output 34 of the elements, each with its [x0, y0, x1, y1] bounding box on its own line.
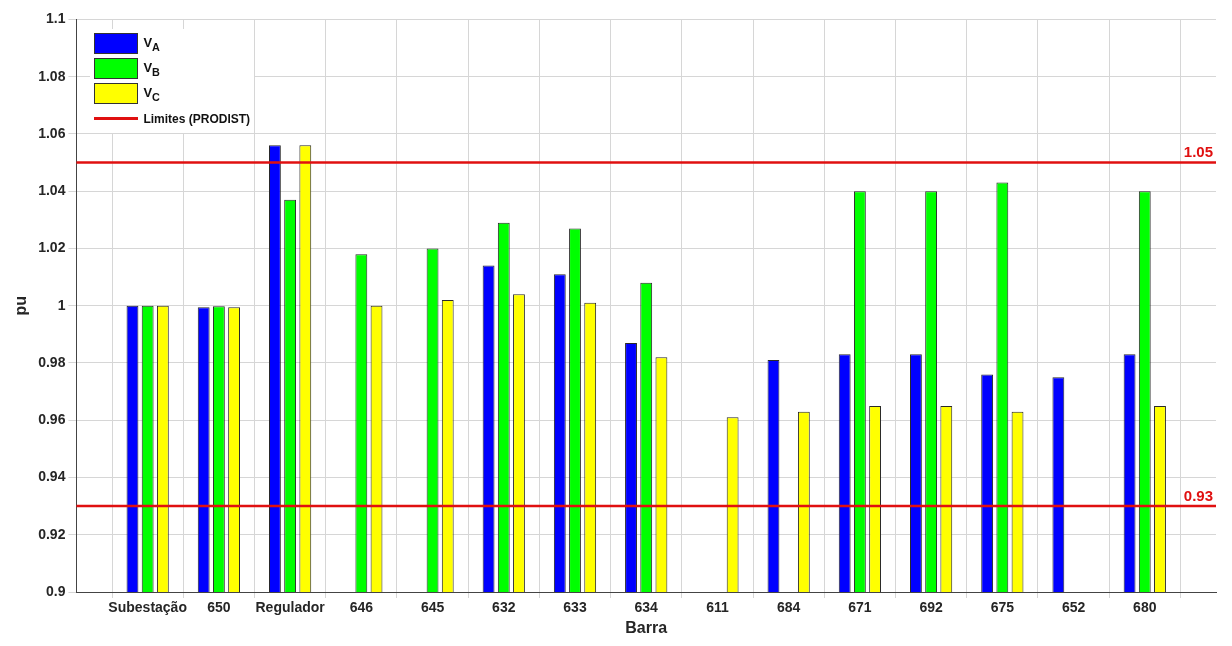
- y-tick-label: 0.9: [45, 582, 66, 599]
- x-tick-label: 632: [492, 599, 516, 616]
- x-tick-label: 645: [420, 599, 445, 616]
- ref-line-label: 1.05: [1183, 143, 1213, 161]
- y-tick-label: 1.04: [38, 182, 66, 199]
- x-tick-label: 611: [706, 599, 729, 616]
- x-tick-label: 650: [207, 599, 231, 616]
- legend-label: V$_{A}$: [143, 35, 160, 53]
- x-tick-label: 671: [848, 599, 872, 616]
- y-tick-label: 0.98: [38, 353, 66, 370]
- x-tick-label: 633: [563, 599, 587, 616]
- y-tick-label: 1.08: [38, 67, 66, 84]
- x-tick-label: 680: [1133, 599, 1157, 616]
- annotation: Limites (PRODIST): [143, 111, 251, 126]
- y-tick-label: 1.06: [38, 124, 66, 141]
- x-tick-label: 675: [990, 599, 1015, 616]
- y-tick-label: 1.02: [38, 239, 66, 256]
- ref-line-label: 0.93: [1183, 486, 1213, 504]
- y-tick-label: 0.92: [38, 525, 66, 542]
- y-axis-title: pu: [12, 295, 30, 316]
- y-tick-label: 0.96: [38, 411, 66, 428]
- x-tick-label: 684: [776, 599, 801, 616]
- y-tick-label: 1.1: [45, 10, 66, 27]
- y-tick-label: 1: [57, 296, 66, 313]
- y-tick-label: 0.94: [38, 468, 66, 485]
- legend-label: V$_{B}$: [143, 60, 160, 78]
- legend-label: V$_{C}$: [143, 85, 160, 103]
- x-axis-title: Barra: [625, 618, 668, 636]
- x-tick-label: 652: [1061, 599, 1086, 616]
- x-tick-label: Regulador: [255, 599, 326, 616]
- x-tick-label: 646: [349, 599, 374, 616]
- x-tick-label: 634: [634, 599, 659, 616]
- x-tick-label: Subestação: [108, 599, 187, 616]
- x-tick-label: 692: [919, 599, 943, 616]
